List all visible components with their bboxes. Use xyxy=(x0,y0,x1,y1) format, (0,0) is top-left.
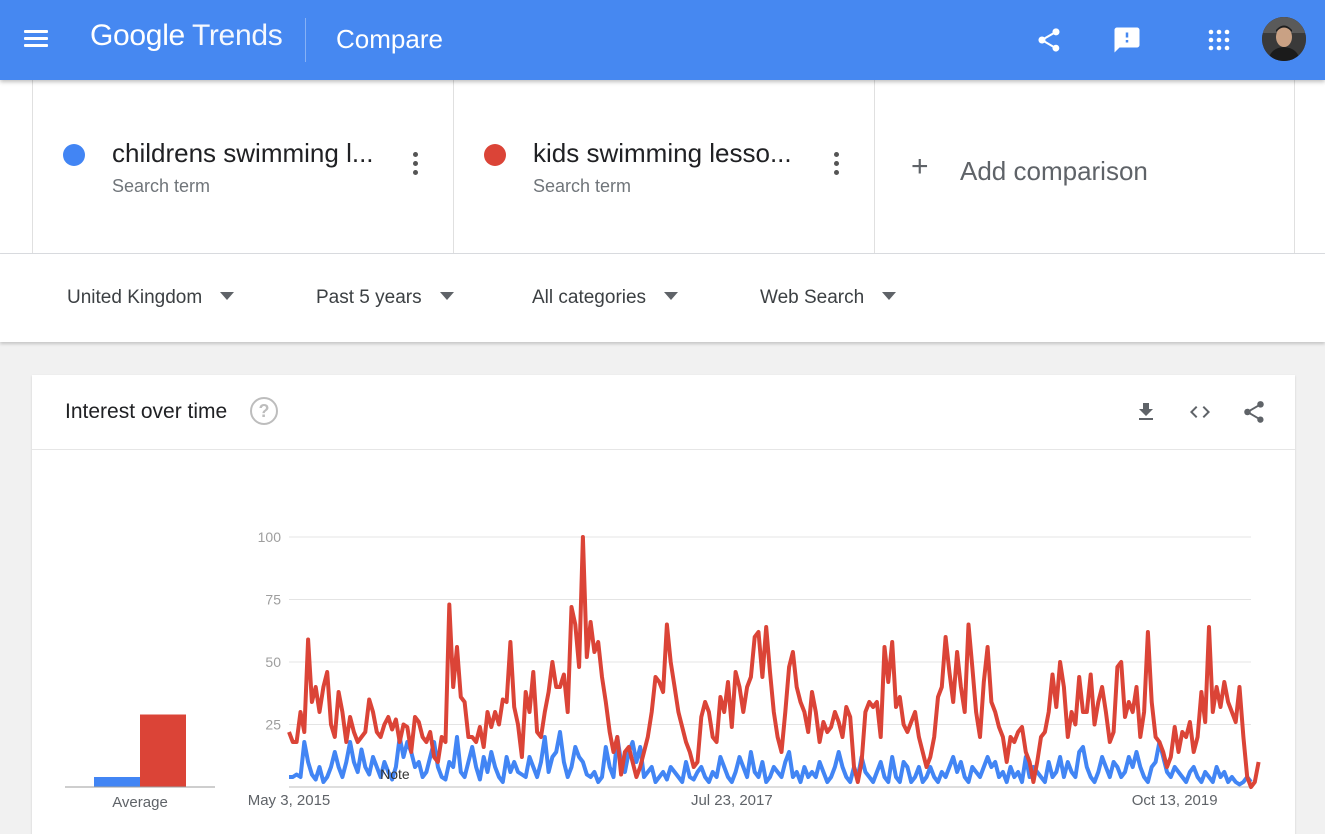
region-value: United Kingdom xyxy=(67,287,203,308)
logo-trends-text: Trends xyxy=(191,19,283,52)
term-color-dot xyxy=(63,144,85,166)
average-bar-1[interactable] xyxy=(140,714,186,788)
compare-terms-bar: childrens swimming l... Search term kids… xyxy=(0,80,1325,254)
term-name[interactable]: childrens swimming l... xyxy=(112,138,374,168)
term-type: Search term xyxy=(533,176,632,196)
dropdown-arrow-icon xyxy=(439,292,454,300)
term-color-dot xyxy=(484,144,506,166)
dropdown-arrow-icon xyxy=(220,292,235,300)
series-line-1[interactable] xyxy=(287,535,1261,789)
top-app-bar: Google Trends Compare xyxy=(0,0,1325,80)
card-header: Interest over time ? xyxy=(32,375,1295,450)
account-avatar[interactable] xyxy=(1262,17,1306,61)
note-marker[interactable]: Note xyxy=(380,766,410,782)
y-tick-label: 75 xyxy=(265,592,281,608)
filter-bar: United Kingdom Past 5 years All categori… xyxy=(0,254,1325,342)
category-value: All categories xyxy=(532,287,647,308)
search-type-dropdown[interactable]: Web Search xyxy=(760,287,897,309)
card-title: Interest over time xyxy=(65,400,228,423)
series-line-0[interactable] xyxy=(289,730,1253,787)
apps-grid-icon[interactable] xyxy=(1197,18,1241,62)
search-term-card[interactable]: childrens swimming l... Search term xyxy=(32,80,453,253)
y-tick-label: 50 xyxy=(265,654,281,670)
term-name[interactable]: kids swimming lesso... xyxy=(533,138,792,168)
feedback-icon[interactable] xyxy=(1105,18,1149,62)
google-trends-logo[interactable]: Google Trends xyxy=(90,19,283,53)
dropdown-arrow-icon xyxy=(882,292,897,300)
category-dropdown[interactable]: All categories xyxy=(532,287,679,309)
time-range-dropdown[interactable]: Past 5 years xyxy=(316,287,454,309)
x-tick-label: Oct 13, 2019 xyxy=(1132,792,1218,809)
interest-over-time-chart[interactable]: 25 50 75 100 May 3, 2015 Jul 23, 2017 Oct 13, … xyxy=(32,375,1295,834)
dropdown-arrow-icon xyxy=(664,292,679,300)
time-range-value: Past 5 years xyxy=(316,287,422,308)
share-chart-icon[interactable] xyxy=(1239,397,1269,427)
search-term-card[interactable]: kids swimming lesso... Search term xyxy=(453,80,874,253)
term-type: Search term xyxy=(112,176,211,196)
y-tick-label: 100 xyxy=(258,529,282,545)
x-tick-label: Jul 23, 2017 xyxy=(691,792,773,809)
download-icon[interactable] xyxy=(1131,397,1161,427)
plus-icon: + xyxy=(911,150,929,183)
logo-google-text: Google xyxy=(90,19,185,52)
y-tick-label: 25 xyxy=(265,717,281,733)
share-icon[interactable] xyxy=(1027,18,1071,62)
search-type-value: Web Search xyxy=(760,287,865,308)
header-divider xyxy=(305,18,306,62)
add-comparison-button[interactable]: + Add comparison xyxy=(874,80,1295,253)
x-tick-label: May 3, 2015 xyxy=(248,792,331,809)
average-bar-0[interactable] xyxy=(94,777,140,787)
more-options-icon[interactable] xyxy=(830,152,842,182)
menu-icon[interactable] xyxy=(22,27,52,51)
region-dropdown[interactable]: United Kingdom xyxy=(67,287,235,309)
interest-over-time-card: Interest over time ? 25 50 75 100 May 3, 201… xyxy=(32,375,1295,834)
embed-code-icon[interactable] xyxy=(1185,397,1215,427)
help-icon[interactable]: ? xyxy=(250,397,278,425)
page-title: Compare xyxy=(336,24,443,54)
more-options-icon[interactable] xyxy=(409,152,421,182)
add-comparison-label: Add comparison xyxy=(960,156,1148,186)
average-label: Average xyxy=(112,794,168,811)
